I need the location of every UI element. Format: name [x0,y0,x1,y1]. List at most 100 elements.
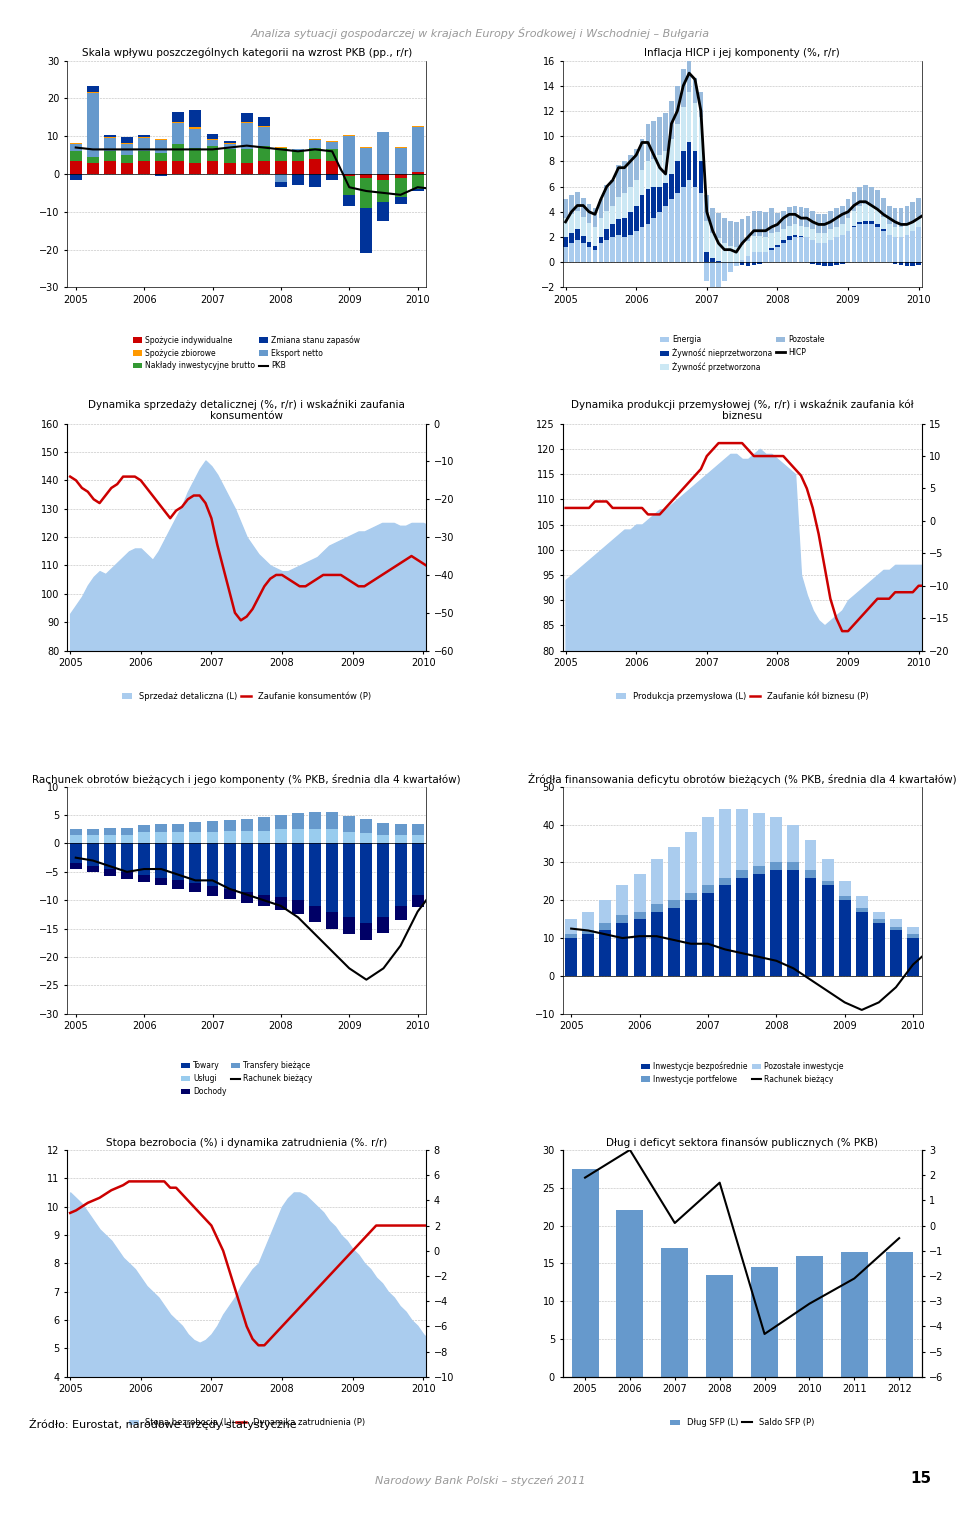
Bar [740,260,744,262]
Bar [681,70,685,107]
Bar [924,930,936,938]
Bar [804,878,816,976]
Bar [292,151,304,160]
Legend: Energia, Żywność nieprzetworzona, Żywność przetworzona, Pozostałe, HICP: Energia, Żywność nieprzetworzona, Żywnoś… [657,333,828,375]
Bar [564,238,568,247]
Bar [863,204,868,221]
Bar [828,262,832,266]
Bar [121,871,133,879]
Bar [587,247,591,262]
Bar [616,165,621,197]
Bar [309,812,321,829]
Bar [899,262,903,265]
Bar [292,160,304,174]
Bar [138,825,150,832]
Bar [189,147,202,162]
Bar [605,239,609,262]
Bar [224,844,235,888]
Bar [395,177,406,197]
Bar [138,160,150,174]
Bar [869,186,874,206]
Bar [940,222,945,224]
Bar [722,218,727,244]
Bar [258,127,270,145]
Bar [876,224,879,227]
Bar [822,859,833,881]
Bar [957,219,960,222]
Bar [275,897,287,909]
Bar [651,911,662,976]
Bar [583,930,594,935]
Bar [571,1168,598,1377]
Bar [799,207,804,225]
Bar [189,162,202,174]
Bar [292,829,304,844]
Bar [189,884,202,891]
Bar [575,210,580,230]
Bar [787,207,792,225]
Bar [846,218,851,231]
Bar [890,930,902,976]
Bar [326,150,338,160]
Bar [733,222,738,247]
Bar [873,911,885,920]
Bar [104,135,116,136]
Bar [775,247,780,262]
Bar [565,920,577,935]
Bar [189,129,202,148]
Bar [793,206,798,224]
Bar [258,831,270,844]
Bar [429,169,441,174]
Bar [104,868,116,876]
Bar [728,262,732,272]
Bar [934,224,939,262]
Bar [292,150,304,151]
Bar [599,900,612,923]
Bar [754,873,765,976]
Text: Narodowy Bank Polski – styczeń 2011: Narodowy Bank Polski – styczeń 2011 [374,1475,586,1486]
Bar [360,177,372,207]
Bar [881,198,886,216]
Bar [893,209,898,227]
Bar [611,206,615,224]
Bar [751,1268,778,1377]
Bar [156,160,167,174]
Bar [728,245,732,262]
Bar [710,233,715,259]
Bar [275,148,287,160]
Bar [360,148,372,174]
Bar [780,210,785,230]
Bar [828,230,832,239]
Bar [719,809,731,878]
Bar [377,844,390,917]
Bar [173,112,184,123]
Bar [344,176,355,195]
Bar [907,934,919,938]
Bar [622,238,627,262]
Bar [275,816,287,829]
Bar [206,145,219,160]
Bar [86,162,99,174]
Bar [395,906,406,920]
Bar [923,215,927,224]
Bar [326,829,338,844]
Bar [412,174,423,189]
Bar [138,151,150,160]
Bar [839,896,851,900]
Bar [736,870,748,878]
Bar [645,224,650,262]
Bar [881,231,886,262]
Bar [951,189,956,207]
Bar [904,235,909,262]
Bar [377,835,390,844]
Bar [893,227,898,238]
Bar [583,935,594,976]
Legend: Towary, Usługi, Dochody, Transfery bieżące, Rachunek bieżący: Towary, Usługi, Dochody, Transfery bieżą… [178,1059,315,1098]
Bar [616,915,629,923]
Bar [675,86,680,124]
Bar [816,215,821,233]
Bar [840,224,845,235]
Bar [816,244,821,262]
Bar [564,200,568,218]
Bar [605,210,609,230]
